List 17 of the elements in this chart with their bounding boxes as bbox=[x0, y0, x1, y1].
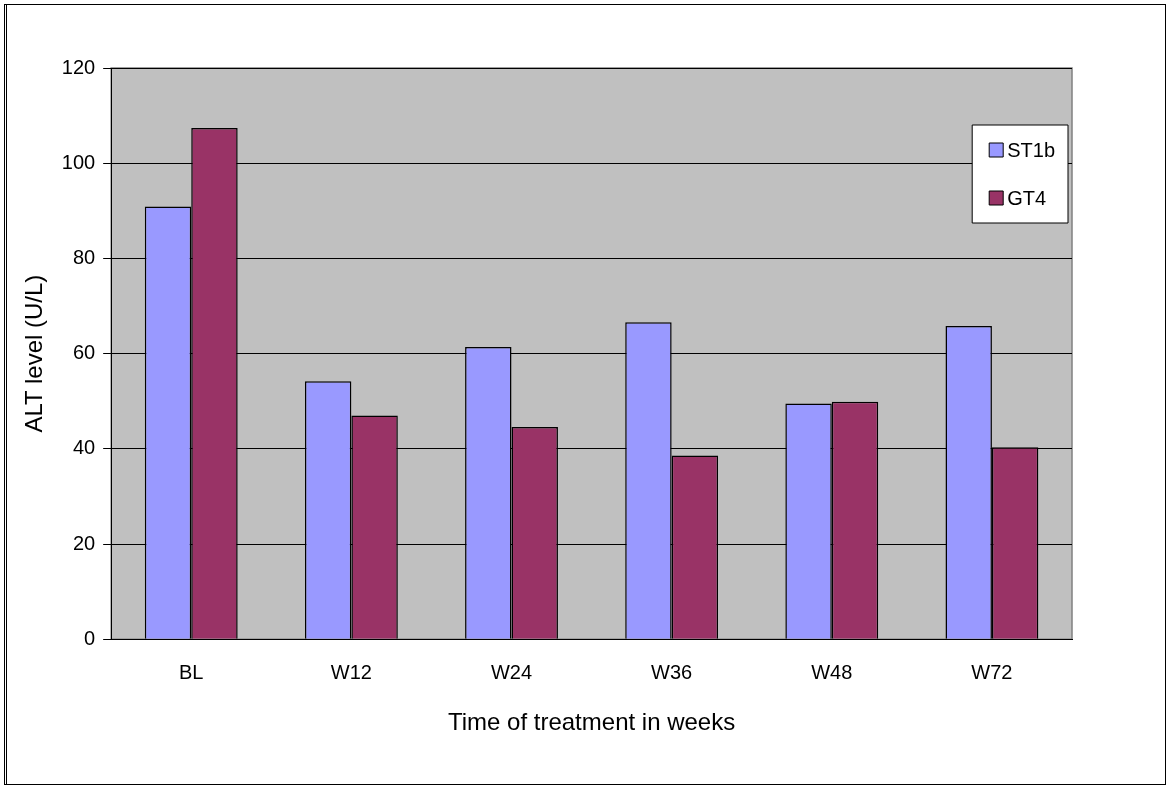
y-tick-label: 60 bbox=[72, 341, 96, 364]
y-tick-label: 40 bbox=[72, 436, 96, 459]
legend-label: GT4 bbox=[1007, 186, 1047, 209]
y-tick-label: 80 bbox=[72, 245, 96, 268]
y-tick-label: 120 bbox=[61, 55, 96, 78]
x-axis-title: Time of treatment in weeks bbox=[447, 708, 736, 736]
y-axis-title: ALT level (U/L) bbox=[20, 274, 48, 433]
x-tick-label: W36 bbox=[651, 660, 693, 683]
y-tick-label: 20 bbox=[72, 531, 96, 554]
y-tick-label: 100 bbox=[61, 150, 96, 173]
x-tick-label: W48 bbox=[811, 660, 853, 683]
x-tick-label: W12 bbox=[330, 660, 372, 683]
x-tick-label: W72 bbox=[971, 660, 1013, 683]
legend-label: ST1b bbox=[1007, 138, 1056, 161]
y-tick-label: 0 bbox=[84, 626, 96, 649]
x-tick-label: W24 bbox=[490, 660, 533, 683]
x-tick-label: BL bbox=[179, 660, 204, 683]
